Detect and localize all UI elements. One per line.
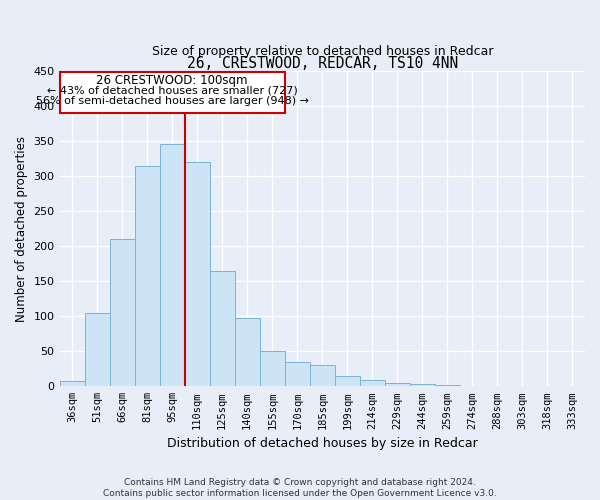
Bar xyxy=(185,162,209,386)
Bar xyxy=(360,380,385,386)
Bar xyxy=(235,318,260,386)
Bar xyxy=(285,362,310,386)
Bar xyxy=(134,166,160,386)
Text: 26 CRESTWOOD: 100sqm: 26 CRESTWOOD: 100sqm xyxy=(97,74,248,86)
Bar xyxy=(160,144,185,386)
Bar xyxy=(110,239,134,386)
Bar xyxy=(410,384,435,386)
FancyBboxPatch shape xyxy=(59,72,285,113)
Title: 26, CRESTWOOD, REDCAR, TS10 4NN: 26, CRESTWOOD, REDCAR, TS10 4NN xyxy=(187,56,458,71)
Text: ← 43% of detached houses are smaller (727): ← 43% of detached houses are smaller (72… xyxy=(47,86,298,96)
Text: 56% of semi-detached houses are larger (948) →: 56% of semi-detached houses are larger (… xyxy=(35,96,308,106)
Bar xyxy=(85,312,110,386)
Bar xyxy=(59,382,85,386)
Bar xyxy=(310,366,335,386)
Y-axis label: Number of detached properties: Number of detached properties xyxy=(15,136,28,322)
Text: Size of property relative to detached houses in Redcar: Size of property relative to detached ho… xyxy=(152,46,493,59)
Bar xyxy=(335,376,360,386)
Bar xyxy=(385,383,410,386)
Bar xyxy=(260,352,285,386)
Bar xyxy=(209,270,235,386)
X-axis label: Distribution of detached houses by size in Redcar: Distribution of detached houses by size … xyxy=(167,437,478,450)
Text: Contains HM Land Registry data © Crown copyright and database right 2024.
Contai: Contains HM Land Registry data © Crown c… xyxy=(103,478,497,498)
Bar xyxy=(435,385,460,386)
